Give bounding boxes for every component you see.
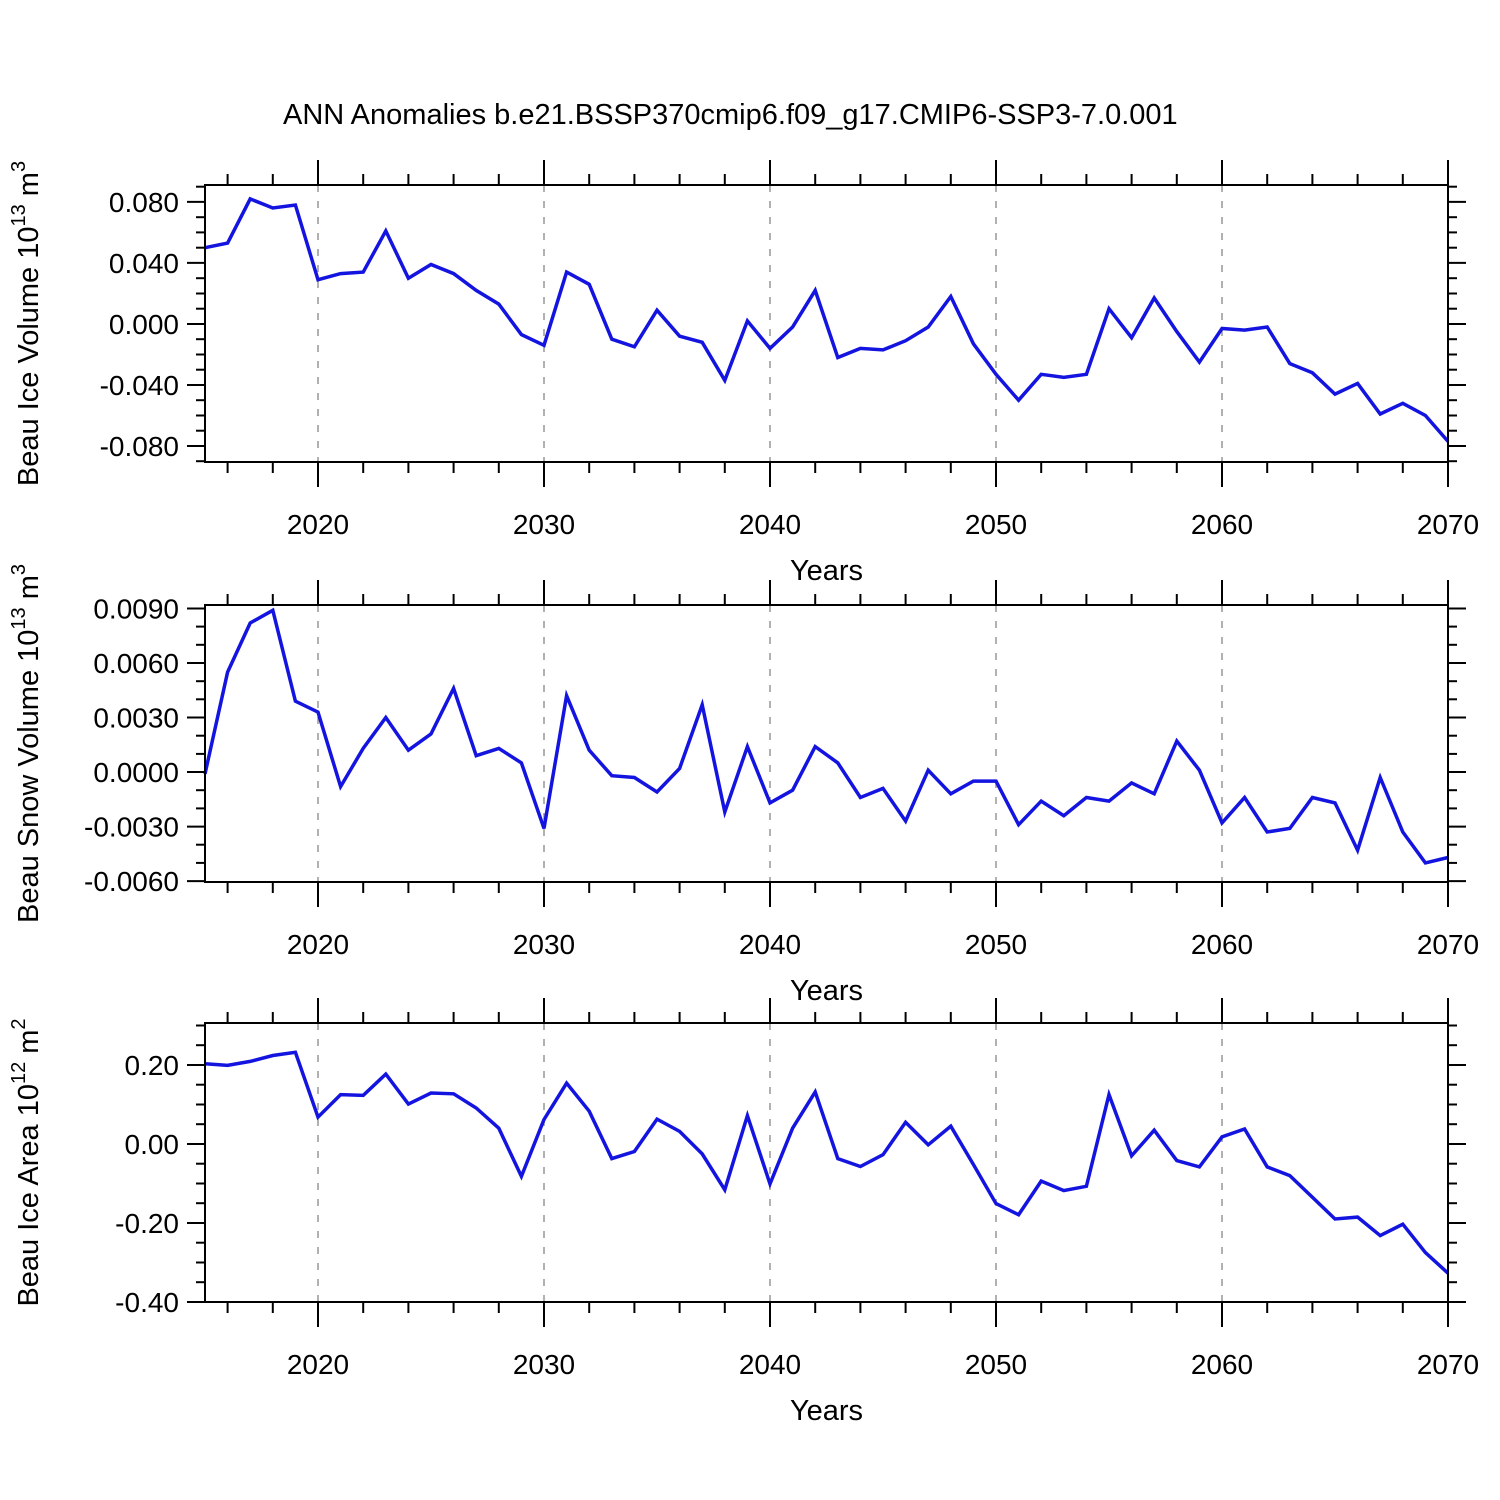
y-tick-label: -0.0030 [84,812,179,843]
beau-ice-volume-line [204,196,1450,443]
x-tick-label: 2020 [287,1349,349,1380]
y-axis-title: Beau Ice Volume 1013 m3 [8,161,45,486]
x-tick-label: 2030 [513,509,575,540]
y-tick-label: 0.0090 [93,594,179,625]
x-tick-label: 2040 [739,929,801,960]
x-tick-label: 2060 [1191,929,1253,960]
panel-beau-ice-area: 2020 2030 2040 2050 2060 2070 0.20 0.00 -0.20 -0.… [8,998,1479,1427]
y-tick-label: -0.040 [100,370,179,401]
x-tick-label: 2070 [1417,509,1479,540]
y-tick-label: -0.0060 [84,866,179,897]
y-tick-label: 0.000 [109,309,179,340]
plot-frame [204,604,1449,883]
page-title: ANN Anomalies b.e21.BSSP370cmip6.f09_g17… [283,99,1178,131]
y-tick-label: 0.0060 [93,648,179,679]
x-tick-label: 2060 [1191,509,1253,540]
y-tick-label: 0.0030 [93,703,179,734]
x-tick-label: 2040 [739,1349,801,1380]
y-tick-label: 0.040 [109,248,179,279]
x-tick-label: 2050 [965,509,1027,540]
y-tick-label: 0.20 [125,1050,180,1081]
y-tick-label: 0.00 [125,1129,180,1160]
y-axis-title: Beau Snow Volume 1013 m3 [8,564,45,923]
x-axis-title: Years [790,555,863,587]
x-axis-title: Years [790,1395,863,1427]
x-tick-label: 2060 [1191,1349,1253,1380]
x-tick-label: 2030 [513,929,575,960]
y-tick-label: -0.40 [115,1287,179,1318]
y-axis-title: Beau Ice Area 1012 m2 [8,1018,45,1306]
x-tick-label: 2050 [965,929,1027,960]
panel-beau-ice-volume: 2020 2030 2040 2050 2060 2070 0.080 0.040 0.000 -… [8,160,1479,587]
axis-ticks [187,580,1466,907]
axis-ticks [187,998,1466,1327]
axis-ticks [187,160,1466,487]
x-tick-label: 2020 [287,929,349,960]
x-tick-label: 2070 [1417,1349,1479,1380]
x-axis-title: Years [790,975,863,1007]
plot-frame [204,1022,1449,1303]
x-tick-label: 2020 [287,509,349,540]
y-tick-label: 0.080 [109,187,179,218]
y-tick-label: 0.0000 [93,757,179,788]
beau-snow-volume-line [203,607,1449,865]
x-tick-label: 2040 [739,509,801,540]
y-tick-label: -0.20 [115,1208,179,1239]
panel-beau-snow-volume: 2020 2030 2040 2050 2060 2070 0.0090 0.0060 0.00… [8,564,1479,1007]
x-tick-label: 2050 [965,1349,1027,1380]
x-tick-label: 2030 [513,1349,575,1380]
y-tick-label: -0.080 [100,431,179,462]
beau-ice-area-line [204,1050,1450,1275]
x-tick-label: 2070 [1417,929,1479,960]
